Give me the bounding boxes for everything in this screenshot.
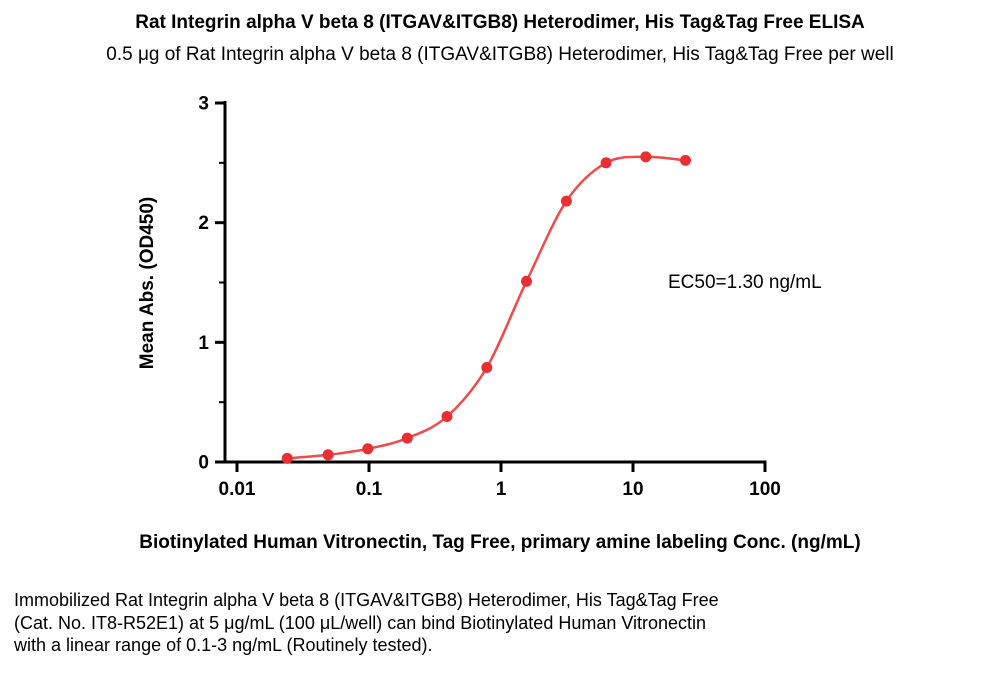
x-tick-label: 10: [622, 479, 643, 500]
y-tick-label: 1: [198, 333, 209, 354]
data-point: [640, 151, 652, 163]
caption-line: (Cat. No. IT8-R52E1) at 5 μg/mL (100 μL/…: [14, 612, 707, 633]
x-axis-title: Biotinylated Human Vitronectin, Tag Free…: [139, 532, 861, 553]
data-point: [362, 443, 374, 455]
data-point: [481, 362, 493, 373]
data-point: [560, 195, 572, 207]
caption-line: Immobilized Rat Integrin alpha V beta 8 …: [14, 590, 719, 610]
x-tick-label: 0.01: [219, 479, 256, 500]
data-point: [521, 275, 532, 287]
ec50-annotation: EC50=1.30 ng/mL: [668, 272, 822, 293]
data-point: [322, 449, 334, 461]
caption-line: with a linear range of 0.1-3 ng/mL (Rout…: [14, 635, 433, 655]
x-tick-label: 100: [749, 479, 781, 500]
figure-caption: Immobilized Rat Integrin alpha V beta 8 …: [14, 589, 974, 657]
data-point: [401, 432, 413, 444]
figure-title: Rat Integrin alpha V beta 8 (ITGAV&ITGB8…: [135, 12, 865, 33]
figure-subtitle: 0.5 μg of Rat Integrin alpha V beta 8 (I…: [106, 44, 894, 65]
data-point: [680, 154, 691, 166]
data-point: [441, 411, 453, 422]
y-tick-label: 0: [198, 453, 209, 474]
x-tick-label: 0.1: [356, 479, 383, 500]
data-point: [600, 157, 612, 169]
y-tick-label: 3: [198, 94, 209, 115]
x-tick-label: 1: [496, 479, 507, 500]
y-axis-title: Mean Abs. (OD450): [137, 196, 158, 370]
y-tick-label: 2: [198, 213, 209, 234]
data-point: [281, 452, 293, 464]
fit-curve: [285, 155, 687, 460]
